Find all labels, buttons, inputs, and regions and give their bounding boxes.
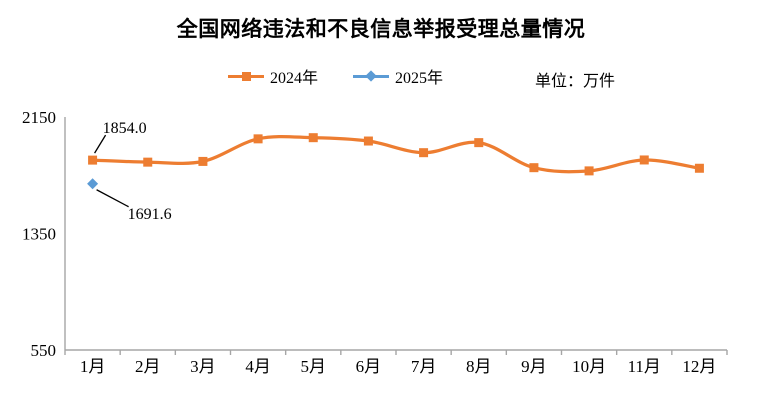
data-point-2024年 xyxy=(474,138,484,148)
data-point-2024年 xyxy=(308,133,318,143)
x-axis-category-label: 4月 xyxy=(245,357,271,376)
legend-label-2025: 2025年 xyxy=(395,70,444,87)
y-axis-tick-label: 1350 xyxy=(22,225,56,244)
x-axis-category-label: 8月 xyxy=(466,357,492,376)
x-axis-category-label: 7月 xyxy=(411,357,437,376)
x-axis-category-label: 12月 xyxy=(682,357,716,376)
legend-item-2024: 2024年 xyxy=(228,67,319,87)
data-point-2024年 xyxy=(253,134,263,144)
legend-diamond-marker-icon xyxy=(353,68,389,84)
legend-square-marker-icon xyxy=(228,68,264,84)
y-axis-tick-label: 550 xyxy=(31,341,57,360)
x-axis-category-label: 11月 xyxy=(628,357,661,376)
x-axis-category-label: 3月 xyxy=(190,357,216,376)
series-line-2024年 xyxy=(90,135,702,174)
data-point-2025年 xyxy=(87,178,99,190)
y-axis-tick-label: 2150 xyxy=(22,108,56,127)
x-axis-category-label: 10月 xyxy=(572,357,606,376)
x-axis-category-label: 1月 xyxy=(80,357,106,376)
x-axis-category-label: 9月 xyxy=(521,357,547,376)
data-point-2024年 xyxy=(363,136,373,146)
data-point-2024年 xyxy=(529,163,539,173)
data-point-2024年 xyxy=(198,156,208,166)
data-point-2024年 xyxy=(584,166,594,176)
data-label-leader-line xyxy=(94,134,107,154)
chart-title: 全国网络违法和不良信息举报受理总量情况 xyxy=(176,18,586,41)
x-axis-category-label: 2月 xyxy=(135,357,161,376)
x-axis-category-label: 6月 xyxy=(356,357,382,376)
data-point-2024年 xyxy=(419,148,429,158)
data-point-2024年 xyxy=(639,155,649,165)
data-point-2024年 xyxy=(143,157,153,167)
data-label-leader-line xyxy=(96,189,129,208)
data-point-2024年 xyxy=(694,163,704,173)
unit-label: 单位：万件 xyxy=(535,73,616,90)
x-axis-category-label: 5月 xyxy=(301,357,327,376)
data-point-2024年 xyxy=(88,155,98,165)
legend-item-2025: 2025年 xyxy=(353,67,444,87)
legend-label-2024: 2024年 xyxy=(270,70,319,87)
data-label-2025年: 1691.6 xyxy=(128,206,172,223)
data-label-2024年: 1854.0 xyxy=(103,120,147,137)
